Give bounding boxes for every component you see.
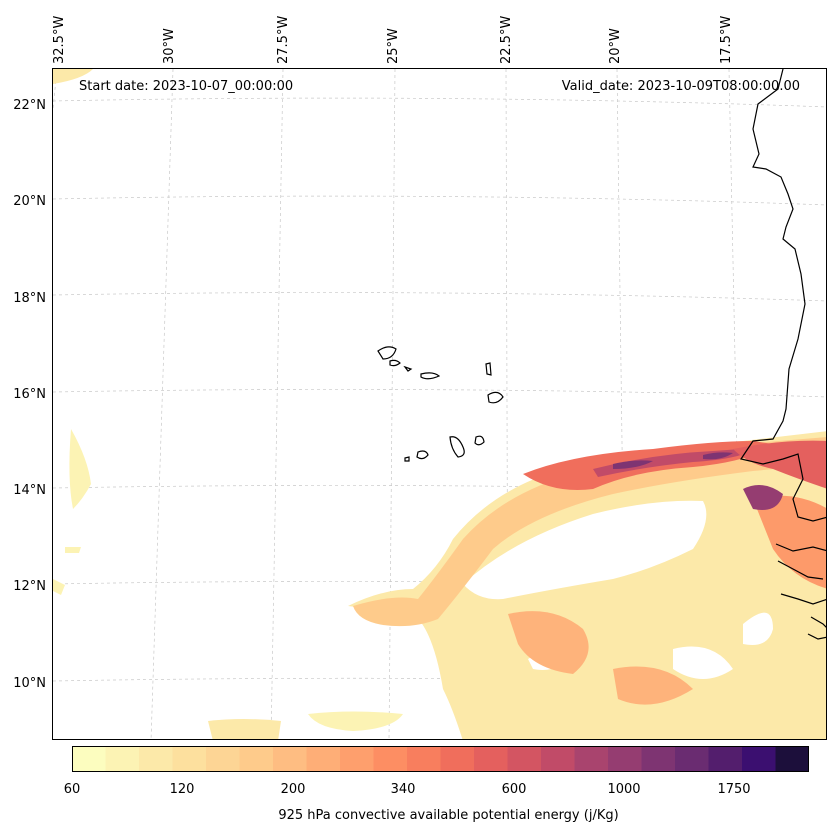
colorbar-segment xyxy=(708,746,743,772)
lon-label-20w: 20°W xyxy=(608,28,623,64)
lat-label-22n: 22°N xyxy=(13,98,46,113)
colorbar-segment xyxy=(239,746,274,772)
cape-verde-fogo xyxy=(416,450,429,460)
cape-verde-boa-vista xyxy=(487,391,504,404)
lat-label-12n: 12°N xyxy=(13,579,46,594)
map-canvas xyxy=(53,69,826,739)
cape-verde-santa-luzia xyxy=(403,365,413,372)
colorbar-segment xyxy=(675,746,709,772)
cape-verde-brava xyxy=(404,456,410,462)
lat-label-18n: 18°N xyxy=(13,291,46,306)
colorbar-segment xyxy=(172,746,207,772)
colorbar-tick-600: 600 xyxy=(501,782,527,797)
colorbar-segment xyxy=(574,746,609,772)
lon-label-22.5w: 22.5°W xyxy=(499,15,514,64)
lon-label-30w: 30°W xyxy=(162,28,177,64)
colorbar-segment xyxy=(306,746,341,772)
cape-mid-southeast xyxy=(613,666,693,705)
colorbar-label: 925 hPa convective available potential e… xyxy=(278,808,619,823)
cape-verde-santiago xyxy=(449,436,465,458)
colorbar-segment xyxy=(641,746,676,772)
colorbar-tick-200: 200 xyxy=(280,782,306,797)
colorbar-segment xyxy=(407,746,441,772)
cape-verde-sao-vicente xyxy=(389,359,401,367)
cape-mid-south xyxy=(508,611,589,674)
cape-max-core-3 xyxy=(743,485,783,510)
colorbar-segment xyxy=(273,746,307,772)
lat-label-14n: 14°N xyxy=(13,483,46,498)
colorbar-segment xyxy=(340,746,374,772)
colorbar-border xyxy=(72,746,809,772)
cape-clear-hole-3 xyxy=(673,646,733,679)
cape-max-core-1 xyxy=(613,460,653,469)
cape-verde-sao-nicolau xyxy=(420,372,441,380)
colorbar-segment xyxy=(206,746,240,772)
cape-south-patch-2 xyxy=(308,711,403,731)
colorbar-tick-340: 340 xyxy=(390,782,416,797)
colorbar-segment xyxy=(373,746,408,772)
cape-west-dot-2 xyxy=(53,579,65,595)
colorbar-segment xyxy=(440,746,475,772)
cape-verde-santo-antao xyxy=(377,346,397,360)
colorbar-segment xyxy=(105,746,140,772)
colorbar-segment xyxy=(775,746,809,772)
colorbar-segment xyxy=(608,746,642,772)
colorbar-segment xyxy=(541,746,575,772)
lon-label-25w: 25°W xyxy=(386,28,401,64)
cape-west-patch xyxy=(69,429,91,509)
cape-clear-hole-2 xyxy=(743,612,773,645)
colorbar-tick-120: 120 xyxy=(169,782,195,797)
colorbar-tick-1750: 1750 xyxy=(717,782,751,797)
cape-nw-patch xyxy=(53,69,93,84)
cape-mid-east xyxy=(753,495,826,589)
lon-label-32.5w: 32.5°W xyxy=(52,15,67,64)
lat-label-10n: 10°N xyxy=(13,676,46,691)
colorbar-segment xyxy=(507,746,542,772)
cape-field xyxy=(53,69,826,739)
colorbar-segment xyxy=(139,746,173,772)
colorbar-segment xyxy=(474,746,508,772)
colorbar-segment xyxy=(72,746,106,772)
colorbar-segment xyxy=(742,746,776,772)
cape-max-core-2 xyxy=(703,452,733,460)
colorbar xyxy=(72,746,809,772)
lon-label-17.5w: 17.5°W xyxy=(719,15,734,64)
cape-south-patch xyxy=(208,719,281,739)
africa-coast xyxy=(740,69,826,640)
valid-date-label: Valid_date: 2023-10-09T08:00:00.00 xyxy=(561,79,800,94)
colorbar-tick-60: 60 xyxy=(63,782,81,797)
coastline xyxy=(377,69,826,640)
cape-verde-sal xyxy=(485,362,492,376)
lat-label-20n: 20°N xyxy=(13,194,46,209)
start-date-label: Start date: 2023-10-07_00:00:00 xyxy=(79,79,294,94)
map-panel[interactable]: Start date: 2023-10-07_00:00:00 Valid_da… xyxy=(52,68,827,740)
lon-label-27.5w: 27.5°W xyxy=(276,15,291,64)
lat-label-16n: 16°N xyxy=(13,387,46,402)
colorbar-tick-1000: 1000 xyxy=(607,782,641,797)
cape-west-dot xyxy=(65,547,81,553)
cape-clear-hole xyxy=(463,500,707,600)
cape-verde-maio xyxy=(474,435,485,446)
